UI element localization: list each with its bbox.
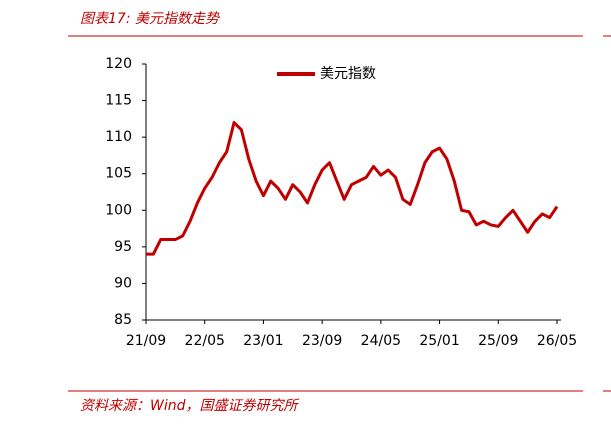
figure-title: 图表17: 美元指数走势: [80, 11, 221, 27]
y-tick-label: 105: [105, 166, 132, 182]
x-tick-label: 22/05: [185, 333, 225, 349]
y-tick-label: 90: [114, 275, 132, 291]
y-tick-label: 95: [114, 239, 132, 255]
x-tick-label: 24/05: [361, 333, 401, 349]
source: 资料来源：Wind，国盛证券研究所: [80, 398, 299, 414]
line: [146, 121, 559, 256]
x-tick-label: 25/09: [478, 333, 518, 349]
legend-label: 美元指数: [320, 66, 376, 82]
y-tick-label: 115: [105, 93, 132, 109]
y-tick-label: 120: [105, 56, 132, 72]
x-tick-label: 21/09: [126, 333, 166, 349]
x-tick-label: 23/09: [302, 333, 342, 349]
x-tick-label: 26/05: [537, 333, 577, 349]
y-tick-label: 85: [114, 312, 132, 328]
x-tick-label: 25/01: [419, 333, 459, 349]
x-tick-label: 23/01: [243, 333, 283, 349]
y-tick-label: 100: [105, 202, 132, 218]
y-tick-label: 110: [105, 129, 132, 145]
